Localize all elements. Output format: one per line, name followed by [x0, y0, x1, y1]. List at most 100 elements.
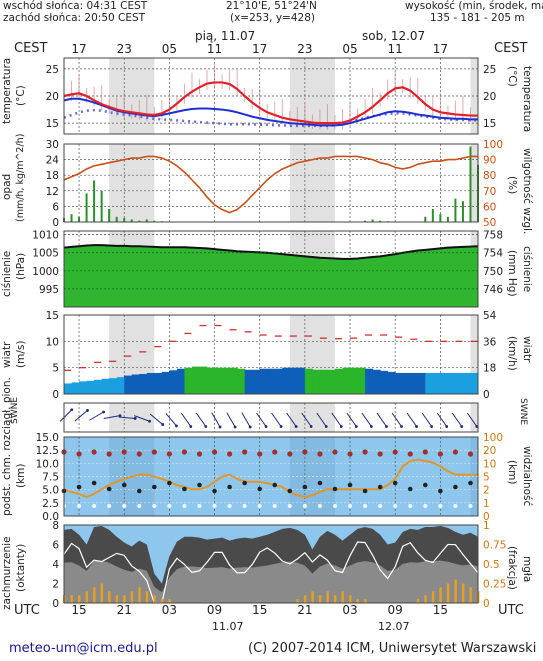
cloud-mid-dot: [332, 486, 338, 492]
panel-frame-cover: [63, 524, 479, 604]
night-shade: [470, 403, 478, 432]
precip-tick-left: 12: [46, 186, 59, 198]
fog-bar: [454, 579, 457, 603]
wind-direction-arrow: [331, 412, 342, 427]
pressure-tick-left: 1010: [32, 230, 59, 242]
wind-direction-arrow: [89, 411, 104, 421]
wind-average-bar: [380, 370, 389, 394]
wind-average-bar: [229, 367, 238, 394]
wind-average-bar: [86, 380, 95, 394]
wind-average-bar: [252, 369, 261, 394]
wind-direction-arrow: [180, 412, 192, 427]
wind-average-bar: [387, 371, 396, 394]
wind-tick-left: 10: [46, 336, 59, 348]
wind-direction-arrow-head: [86, 409, 89, 412]
fog-bar: [168, 599, 171, 603]
wind-direction-arrow-head: [189, 425, 193, 428]
bottom-hour-tick: 09: [207, 603, 222, 617]
night-shade: [109, 58, 155, 134]
wind-average-bar: [244, 369, 253, 394]
rain-bar: [108, 209, 111, 222]
cloud-low-dot: [76, 503, 82, 509]
fog-bar: [333, 595, 337, 603]
cloud-high-dot: [377, 451, 383, 457]
cloud-low-dot: [302, 503, 307, 509]
pressure-tick-right: 754: [483, 248, 503, 260]
humidity-tick-right: 100: [483, 139, 503, 151]
top-hour-tick: 17: [433, 42, 448, 56]
cloud-low-dot: [453, 503, 458, 509]
wind-direction-arrow: [286, 412, 297, 427]
cloud-high-dot: [272, 449, 278, 455]
footer-email-link[interactable]: meteo-um@icm.edu.pl: [9, 641, 158, 656]
fog-bar: [364, 599, 367, 603]
visibility-tick-right: 2: [483, 485, 490, 497]
cloud-high-dot: [287, 451, 293, 457]
perceived-temp-line: [63, 108, 478, 128]
temp-tick-right: 20: [483, 91, 496, 103]
temp-tick-left: 15: [46, 118, 59, 130]
wind-tick-right: 54: [483, 310, 497, 322]
wind-direction-arrow-head: [385, 425, 388, 428]
humidity-tick-right: 70: [483, 186, 496, 198]
cloud-high-dot: [407, 451, 413, 457]
cloudcover-tick-left: 4: [52, 559, 59, 571]
wind-tick-right: 0: [483, 389, 490, 401]
top-hour-tick: 17: [252, 42, 267, 56]
cloudcover-tick-left: 2: [52, 579, 59, 591]
day1-label: pią, 11.07: [195, 29, 256, 43]
cloud-low-dot: [408, 503, 413, 509]
wind-average-bar: [440, 372, 449, 394]
wind-direction-arrow-head: [400, 425, 403, 428]
cloud-high-dot: [151, 449, 157, 455]
rain-bar: [130, 219, 133, 222]
cloud-high-dot: [196, 451, 203, 457]
wind-average-bar: [274, 368, 283, 394]
cloud-low-dot: [137, 503, 142, 509]
wind-average-bar: [357, 367, 366, 394]
wind-average-bar: [184, 367, 193, 394]
wind-direction-arrow: [406, 412, 417, 427]
wind-average-bar: [297, 367, 306, 394]
wind-direction-arrow: [361, 412, 372, 427]
wind-direction-arrow-head: [264, 425, 268, 428]
cloud-high-dot: [422, 449, 428, 455]
cloud-mid-dot: [121, 482, 127, 488]
top-hour-tick: 23: [297, 42, 312, 56]
wind-direction-arrow-head: [102, 410, 106, 414]
fog-bar: [78, 595, 81, 603]
pressure-tick-left: 995: [39, 284, 59, 296]
wind-direction-arrow: [301, 412, 312, 427]
cloud-low-dot: [122, 503, 127, 509]
wind-direction-arrow: [391, 412, 402, 427]
cloud-high-dot: [76, 451, 82, 457]
timezone-right-bottom: UTC: [498, 603, 524, 618]
wind-direction-arrow: [74, 410, 88, 422]
fog-bar: [439, 587, 442, 603]
fog-tick-right: 0: [483, 598, 490, 610]
cloud-high-dot: [317, 451, 323, 457]
bottom-hour-tick: 21: [297, 603, 312, 617]
pressure-line: [63, 244, 479, 260]
wind-average-bar: [395, 372, 404, 394]
wind-average-bar: [402, 372, 411, 394]
cloud-mid-dot: [197, 482, 202, 488]
cloudcover-tick-left: 0: [52, 598, 59, 610]
wind-average-bar: [109, 378, 118, 394]
cloud-low-dot: [378, 503, 383, 509]
night-shade: [470, 144, 478, 222]
cloud-low-dot: [212, 503, 217, 509]
wind-direction-arrow-head: [279, 425, 283, 428]
wind-average-bar: [131, 374, 140, 394]
pressure-tick-right: 750: [483, 266, 503, 278]
wind-average-bar: [199, 366, 208, 394]
cloudcover-tick-left: 6: [52, 540, 59, 552]
top-hour-tick: 05: [162, 42, 177, 56]
cloud-low-dot: [287, 503, 292, 509]
rain-bar: [145, 219, 148, 222]
cloud-mid-dot: [106, 486, 112, 492]
cloud-tick-left: 0.0: [42, 511, 59, 523]
wind-average-bar: [350, 367, 359, 394]
cloud-tick-left: 12.5: [36, 445, 59, 457]
cloud-mid-dot: [377, 484, 383, 490]
